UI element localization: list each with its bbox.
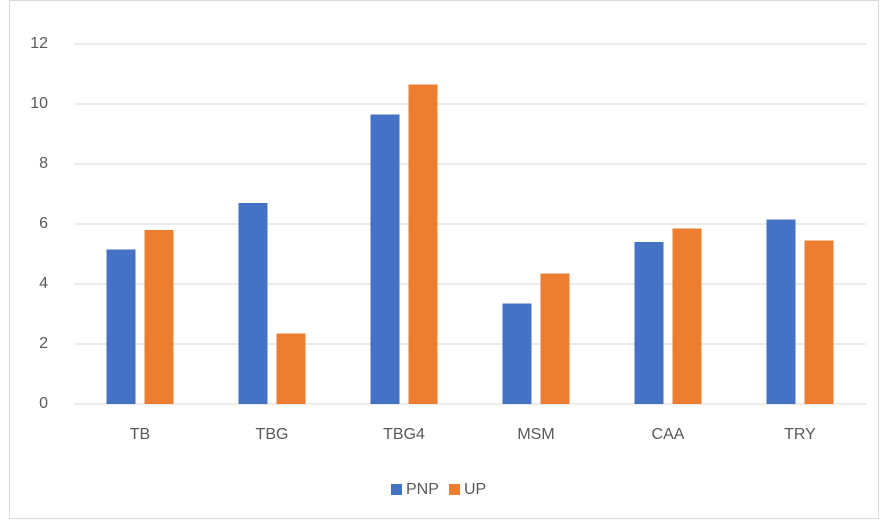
bar [238,203,268,404]
legend-label: PNP [406,481,439,498]
y-tick-label: 12 [30,35,48,52]
legend-label: UP [464,481,486,498]
x-tick-label: MSM [517,426,554,443]
y-tick-label: 10 [30,95,48,112]
bar [106,249,136,404]
x-tick-label: CAA [652,426,685,443]
bar [502,303,532,404]
bar [144,230,174,404]
legend-swatch [391,484,402,495]
y-tick-label: 8 [39,155,48,172]
x-tick-label: TRY [784,426,816,443]
bar [276,333,306,404]
bar [766,219,796,404]
legend-swatch [449,484,460,495]
x-tick-label: TBG [256,426,289,443]
y-tick-label: 6 [39,215,48,232]
bar [370,114,400,404]
y-tick-label: 4 [39,275,48,292]
y-tick-label: 2 [39,335,48,352]
x-tick-label: TB [130,426,150,443]
x-tick-label: TBG4 [383,426,425,443]
y-tick-label: 0 [39,395,48,412]
bar [540,273,570,404]
bar [672,228,702,404]
bar [634,242,664,404]
bar [804,240,834,404]
bar [408,84,438,404]
